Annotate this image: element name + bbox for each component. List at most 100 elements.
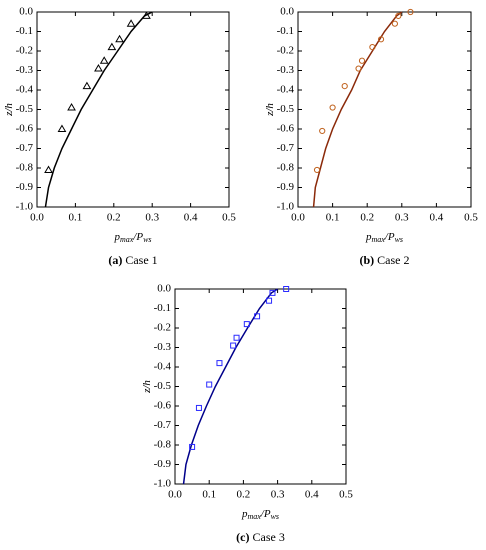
y-tick-label: 0.0 bbox=[157, 283, 171, 295]
x-tick-label: 0.4 bbox=[430, 212, 444, 224]
marker bbox=[57, 124, 67, 132]
y-axis-label: z/h bbox=[141, 380, 153, 394]
x-tick-label: 0.2 bbox=[360, 212, 374, 224]
y-tick-label: -0.9 bbox=[277, 181, 295, 193]
x-tick-label: 0.3 bbox=[271, 489, 285, 501]
y-tick-label: -0.3 bbox=[16, 64, 34, 76]
caption-text: Case 3 bbox=[253, 530, 285, 544]
caption: (b) Case 2 bbox=[360, 253, 410, 267]
x-tick-label: 0.0 bbox=[30, 212, 44, 224]
marker bbox=[313, 166, 321, 174]
marker bbox=[233, 334, 240, 341]
y-axis-label-part: /h bbox=[3, 103, 15, 113]
marker bbox=[358, 57, 366, 64]
y-tick-label: -0.7 bbox=[16, 142, 34, 154]
marker bbox=[206, 381, 213, 388]
marker bbox=[329, 104, 336, 111]
marker bbox=[243, 321, 250, 328]
x-axis-label-part: ws bbox=[271, 512, 279, 521]
x-tick-label: 0.0 bbox=[168, 489, 182, 501]
x-tick-label: 0.2 bbox=[107, 212, 121, 224]
marker bbox=[266, 297, 273, 304]
caption-label: (a) bbox=[108, 253, 122, 267]
marker bbox=[216, 360, 223, 367]
plot-frame bbox=[174, 288, 347, 485]
y-tick-label: -0.8 bbox=[154, 439, 172, 451]
x-axis-label: pmax/Pws bbox=[113, 231, 151, 244]
curve bbox=[182, 288, 279, 485]
y-axis-label-part: /h bbox=[141, 380, 153, 390]
marker bbox=[195, 404, 202, 411]
x-axis-label-part: max bbox=[371, 235, 385, 244]
caption: (a) Case 1 bbox=[108, 253, 157, 267]
curve bbox=[44, 11, 153, 208]
x-axis-label-part: p bbox=[113, 231, 120, 243]
y-tick-label: -1.0 bbox=[154, 478, 172, 490]
y-tick-label: -0.6 bbox=[277, 123, 295, 135]
x-tick-label: 0.5 bbox=[464, 212, 478, 224]
marker bbox=[377, 36, 385, 43]
x-tick-label: 0.4 bbox=[184, 212, 198, 224]
marker bbox=[94, 64, 103, 72]
y-tick-label: -0.1 bbox=[154, 302, 171, 314]
y-tick-label: -0.6 bbox=[16, 123, 34, 135]
y-tick-label: -0.9 bbox=[16, 181, 34, 193]
x-axis-label-part: p bbox=[365, 231, 372, 243]
y-axis-label: z/h bbox=[264, 103, 276, 117]
marker bbox=[230, 342, 237, 349]
y-axis-label-part: z bbox=[3, 111, 15, 117]
x-tick-label: 0.3 bbox=[145, 212, 159, 224]
y-tick-label: -0.3 bbox=[277, 64, 295, 76]
y-tick-label: -0.7 bbox=[277, 142, 295, 154]
y-tick-label: -0.8 bbox=[16, 162, 34, 174]
y-tick-label: 0.0 bbox=[19, 6, 33, 18]
marker bbox=[126, 19, 136, 27]
plot-frame bbox=[297, 11, 472, 208]
x-axis-label-part: /P bbox=[260, 508, 271, 520]
y-tick-label: -0.2 bbox=[154, 322, 171, 334]
marker bbox=[391, 20, 398, 27]
plot-frame bbox=[36, 11, 230, 208]
y-tick-label: -1.0 bbox=[16, 201, 34, 213]
y-tick-label: -0.5 bbox=[154, 380, 172, 392]
marker bbox=[341, 83, 348, 90]
y-tick-label: -0.7 bbox=[154, 419, 172, 431]
marker bbox=[407, 8, 414, 16]
x-tick-label: 0.1 bbox=[69, 212, 83, 224]
y-axis-label: z/h bbox=[3, 103, 15, 117]
y-axis-label-part: z bbox=[264, 111, 276, 117]
x-tick-label: 0.3 bbox=[395, 212, 409, 224]
x-tick-label: 0.5 bbox=[339, 489, 353, 501]
y-tick-label: 0.0 bbox=[280, 6, 294, 18]
chart: 0.0 0.1 0.2 0.3 0.4 0.5 0.0 -0.1 -0.2 -0.3 -0.4 -0.… bbox=[3, 6, 237, 267]
marker bbox=[67, 103, 76, 111]
chart: 0.0 0.1 0.2 0.3 0.4 0.5 0.0 -0.1 -0.2 -0.3 -0.4 -0.… bbox=[141, 283, 354, 544]
y-tick-label: -0.1 bbox=[277, 25, 294, 37]
marker bbox=[107, 42, 117, 51]
x-axis-label: pmax/Pws bbox=[365, 231, 403, 244]
marker bbox=[142, 11, 151, 19]
y-tick-label: -0.1 bbox=[16, 25, 33, 37]
marker bbox=[254, 313, 261, 320]
x-tick-label: 0.0 bbox=[291, 212, 305, 224]
marker bbox=[44, 165, 53, 173]
marker bbox=[355, 65, 362, 72]
y-tick-label: -0.4 bbox=[154, 361, 172, 373]
x-axis-label-part: /P bbox=[132, 231, 143, 243]
x-axis-label-part: max bbox=[247, 512, 261, 521]
y-tick-label: -0.2 bbox=[16, 45, 33, 57]
marker bbox=[369, 44, 376, 51]
y-tick-label: -0.4 bbox=[277, 84, 295, 96]
marker bbox=[115, 34, 124, 43]
caption-label: (b) bbox=[360, 253, 375, 267]
curve bbox=[312, 11, 403, 208]
x-axis-label-part: ws bbox=[395, 235, 403, 244]
y-axis-label-part: /h bbox=[264, 103, 276, 113]
y-tick-label: -0.5 bbox=[16, 103, 34, 115]
x-axis-label-part: ws bbox=[143, 235, 151, 244]
y-axis-label-part: z bbox=[141, 388, 153, 394]
caption-text: Case 1 bbox=[125, 253, 157, 267]
x-axis-label-part: max bbox=[120, 235, 134, 244]
x-axis-label: pmax/Pws bbox=[241, 508, 279, 521]
